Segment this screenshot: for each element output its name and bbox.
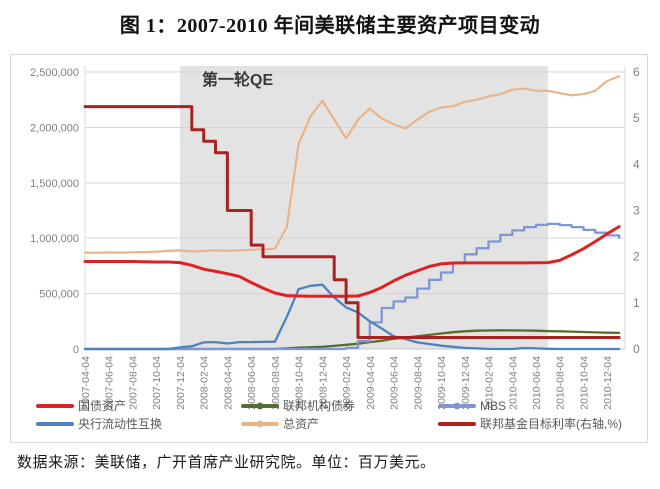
x-tick-label: 2009-02-04 [341, 356, 353, 410]
x-tick-label: 2008-06-04 [246, 356, 258, 410]
x-tick-label: 2007-06-04 [104, 356, 116, 410]
legend-marker-total [256, 420, 264, 428]
x-tick-label: 2009-10-04 [436, 356, 448, 410]
y-left-tick-label: 1,000,000 [30, 233, 79, 245]
x-tick-label: 2010-12-04 [602, 356, 614, 410]
x-tick-label: 2010-10-04 [579, 356, 591, 410]
series-line-mbs [83, 222, 621, 351]
qe-shaded-band [179, 66, 548, 349]
figure-title: 图 1：2007-2010 年间美联储主要资产项目变动 [119, 15, 541, 37]
x-tick-label: 2009-06-04 [389, 356, 401, 410]
y-right-tick-label: 6 [633, 65, 640, 79]
y-right-tick-label: 1 [633, 296, 640, 310]
y-right-tick-label: 4 [633, 157, 640, 171]
legend-label: 联邦机构债券 [283, 398, 355, 413]
legend-label: 央行流动性互换 [78, 417, 162, 431]
series-line-total [83, 75, 621, 254]
y-right-tick-label: 5 [633, 111, 640, 125]
y-right-tick-label: 0 [633, 342, 640, 356]
x-tick-label: 2007-12-04 [175, 356, 187, 410]
y-left-tick-label: 0 [73, 344, 79, 356]
y-left-tick-label: 1,500,000 [30, 178, 79, 190]
x-tick-label: 2010-06-04 [531, 356, 543, 410]
x-tick-label: 2007-10-04 [151, 356, 163, 410]
legend-label: 总资产 [283, 417, 319, 431]
series-line-fedfunds [83, 105, 621, 339]
legend-marker-mbs [453, 402, 461, 410]
x-tick-label: 2008-12-04 [317, 356, 329, 410]
x-tick-label: 2010-02-04 [484, 356, 496, 410]
x-tick-label: 2008-10-04 [294, 356, 306, 410]
x-tick-label: 2007-08-04 [128, 356, 140, 410]
y-right-tick-label: 3 [633, 204, 640, 218]
x-tick-label: 2010-04-04 [507, 356, 519, 410]
qe-band-label: 第一轮QE [202, 70, 273, 89]
source-note: 数据来源：美联储，广开首席产业研究院。单位：百万美元。 [17, 455, 436, 471]
legend-marker-agency [256, 402, 264, 410]
series-line-treasury [83, 225, 621, 298]
legend-label: 国债资产 [78, 399, 126, 413]
x-tick-label: 2009-12-04 [460, 356, 472, 410]
x-tick-label: 2010-08-04 [555, 356, 567, 410]
x-tick-label: 2008-04-04 [222, 356, 234, 410]
x-tick-label: 2007-04-04 [80, 356, 92, 410]
x-tick-label: 2009-04-04 [365, 356, 377, 410]
y-left-tick-label: 500,000 [39, 289, 79, 301]
y-right-tick-label: 2 [633, 250, 640, 264]
series-line-swap [83, 283, 621, 351]
x-tick-label: 2009-08-04 [412, 356, 424, 410]
legend-label: MBS [480, 399, 506, 413]
y-left-tick-label: 2,500,000 [30, 67, 79, 79]
x-tick-label: 2008-02-04 [199, 356, 211, 410]
x-tick-label: 2008-08-04 [270, 356, 282, 410]
y-left-tick-label: 2,000,000 [30, 122, 79, 134]
legend-label: 联邦基金目标利率(右轴,%) [480, 416, 622, 431]
